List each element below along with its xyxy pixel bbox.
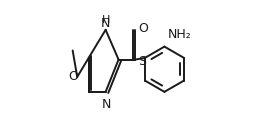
Text: O: O bbox=[139, 22, 149, 35]
Text: N: N bbox=[101, 17, 110, 30]
Text: NH₂: NH₂ bbox=[168, 28, 191, 41]
Text: O: O bbox=[68, 70, 78, 83]
Text: S: S bbox=[139, 55, 147, 68]
Text: N: N bbox=[101, 98, 111, 111]
Text: H: H bbox=[101, 15, 110, 25]
